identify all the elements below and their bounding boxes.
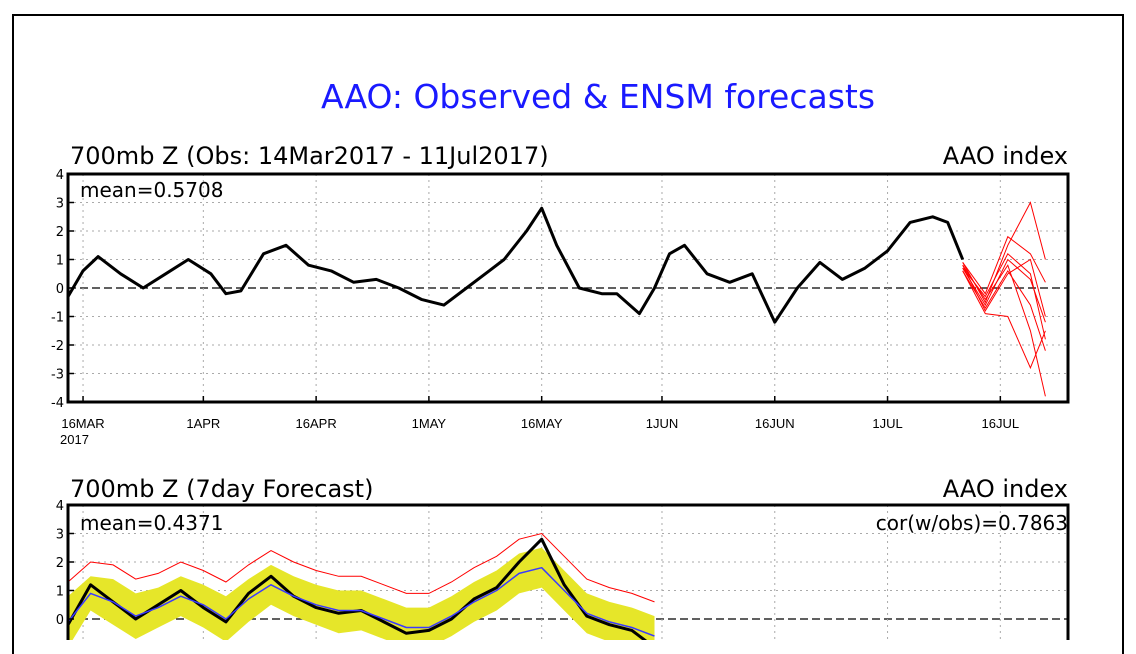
observed-series-line — [66, 206, 965, 324]
panel1-y-axis: 4 3 2 1 0 -1 -2 -3 -4 — [51, 168, 74, 411]
panel1-ytick-label: 0 — [56, 282, 64, 297]
panel2-correlation-label: cor(w/obs)=0.7863 — [876, 511, 1068, 535]
panel1-ytick-label: 2 — [56, 225, 64, 240]
panel2-y-axis: 4 3 2 1 0 — [56, 499, 74, 628]
panel1-ytick-label: 1 — [56, 254, 64, 269]
panel1-x-axis: 16MAR 1APR 16APR 1MAY 16MAY 1JUN 16JUN 1JUL 16JU… — [61, 396, 1019, 431]
panel2-subtitle: 700mb Z (7day Forecast) — [70, 475, 373, 503]
panel1-ytick-label: -3 — [51, 368, 64, 383]
panel2-index-label: AAO index — [943, 475, 1068, 503]
forecast-envelope-line — [67, 532, 655, 603]
panel1-subtitle: 700mb Z (Obs: 14Mar2017 - 11Jul2017) — [70, 142, 549, 170]
panel1-series — [66, 206, 965, 324]
panel1-xtick-label: 1JUL — [872, 416, 902, 431]
ensemble-member-line-8 — [962, 269, 1046, 351]
ensemble-member-line-7 — [962, 235, 1046, 295]
observed-panel: 700mb Z (Obs: 14Mar2017 - 11Jul2017) AAO… — [51, 142, 1070, 447]
panel1-xtick-label: 16JUL — [982, 416, 1020, 431]
panel1-xtick-label: 16JUN — [755, 416, 795, 431]
figure-frame — [12, 14, 1124, 654]
forecast-panel: 700mb Z (7day Forecast) AAO index 43210 … — [56, 475, 1070, 640]
ensemble-member-line-1 — [962, 201, 1046, 304]
panel1-xtick-label: 1APR — [186, 416, 220, 431]
panel2-ytick-label: 0 — [56, 613, 64, 628]
panel2-plot-area — [66, 503, 1070, 640]
panel2-spread — [67, 532, 655, 640]
panel1-xtick-label: 16APR — [296, 416, 337, 431]
panel1-ytick-label: -1 — [51, 311, 64, 326]
ensemble-member-line-5 — [962, 264, 1046, 397]
forecast-mean-line — [67, 566, 655, 637]
aao-chart: AAO: Observed & ENSM forecasts 700mb Z (… — [51, 77, 1070, 640]
panel1-xtick-year: 2017 — [60, 432, 89, 447]
panel1-grid — [68, 174, 1068, 402]
panel2-series — [66, 537, 655, 640]
panel1-ytick-label: -4 — [51, 396, 64, 411]
panel1-ytick-label: 4 — [56, 168, 64, 183]
panel1-xtick-label: 1JUN — [646, 416, 679, 431]
panel1-ensemble — [962, 201, 1046, 397]
panel1-index-label: AAO index — [943, 142, 1068, 170]
ensemble-member-line-6 — [962, 258, 1046, 323]
ensemble-member-line-4 — [962, 270, 1046, 370]
panel1-xtick-label: 16MAR — [61, 416, 104, 431]
panel2-ytick-label: 1 — [56, 585, 64, 600]
panel2-ytick-label: 2 — [56, 556, 64, 571]
panel2-ytick-label: 3 — [56, 528, 64, 543]
panel2-ytick-label: 4 — [56, 499, 64, 514]
panel2-mean-label: mean=0.4371 — [80, 511, 223, 535]
panel1-xtick-label: 1MAY — [412, 416, 447, 431]
panel1-ytick-label: -2 — [51, 339, 64, 354]
panel1-mean-label: mean=0.5708 — [80, 178, 223, 202]
chart-title: AAO: Observed & ENSM forecasts — [321, 77, 875, 116]
forecast-spread-band — [68, 547, 655, 640]
panel1-ytick-label: 3 — [56, 197, 64, 212]
panel1-xtick-label: 16MAY — [521, 416, 563, 431]
